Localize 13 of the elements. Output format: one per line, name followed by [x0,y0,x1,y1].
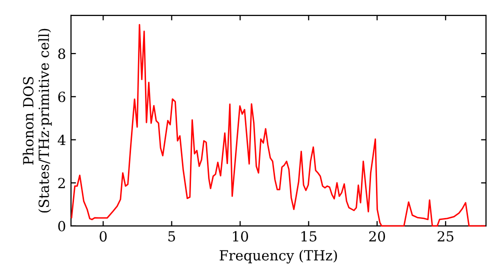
y-tick-label: 4 [58,134,66,146]
y-axis-title: Phonon DOS (States/THz·primitive cell) [22,28,52,213]
x-axis-title: Frequency (THz) [220,250,337,264]
x-tick-label: 5 [168,231,176,242]
y-tick-label: 0 [58,220,66,232]
x-tick-label: 20 [369,231,386,242]
x-tick-label: 25 [438,231,454,242]
y-tick-label: 2 [58,178,65,188]
y-tick-label: 6 [58,92,66,102]
x-tick-label: 15 [301,231,316,242]
y-tick-label: 8 [58,48,66,60]
x-tick-label: 0 [100,231,107,242]
x-tick-label: 10 [233,231,248,242]
